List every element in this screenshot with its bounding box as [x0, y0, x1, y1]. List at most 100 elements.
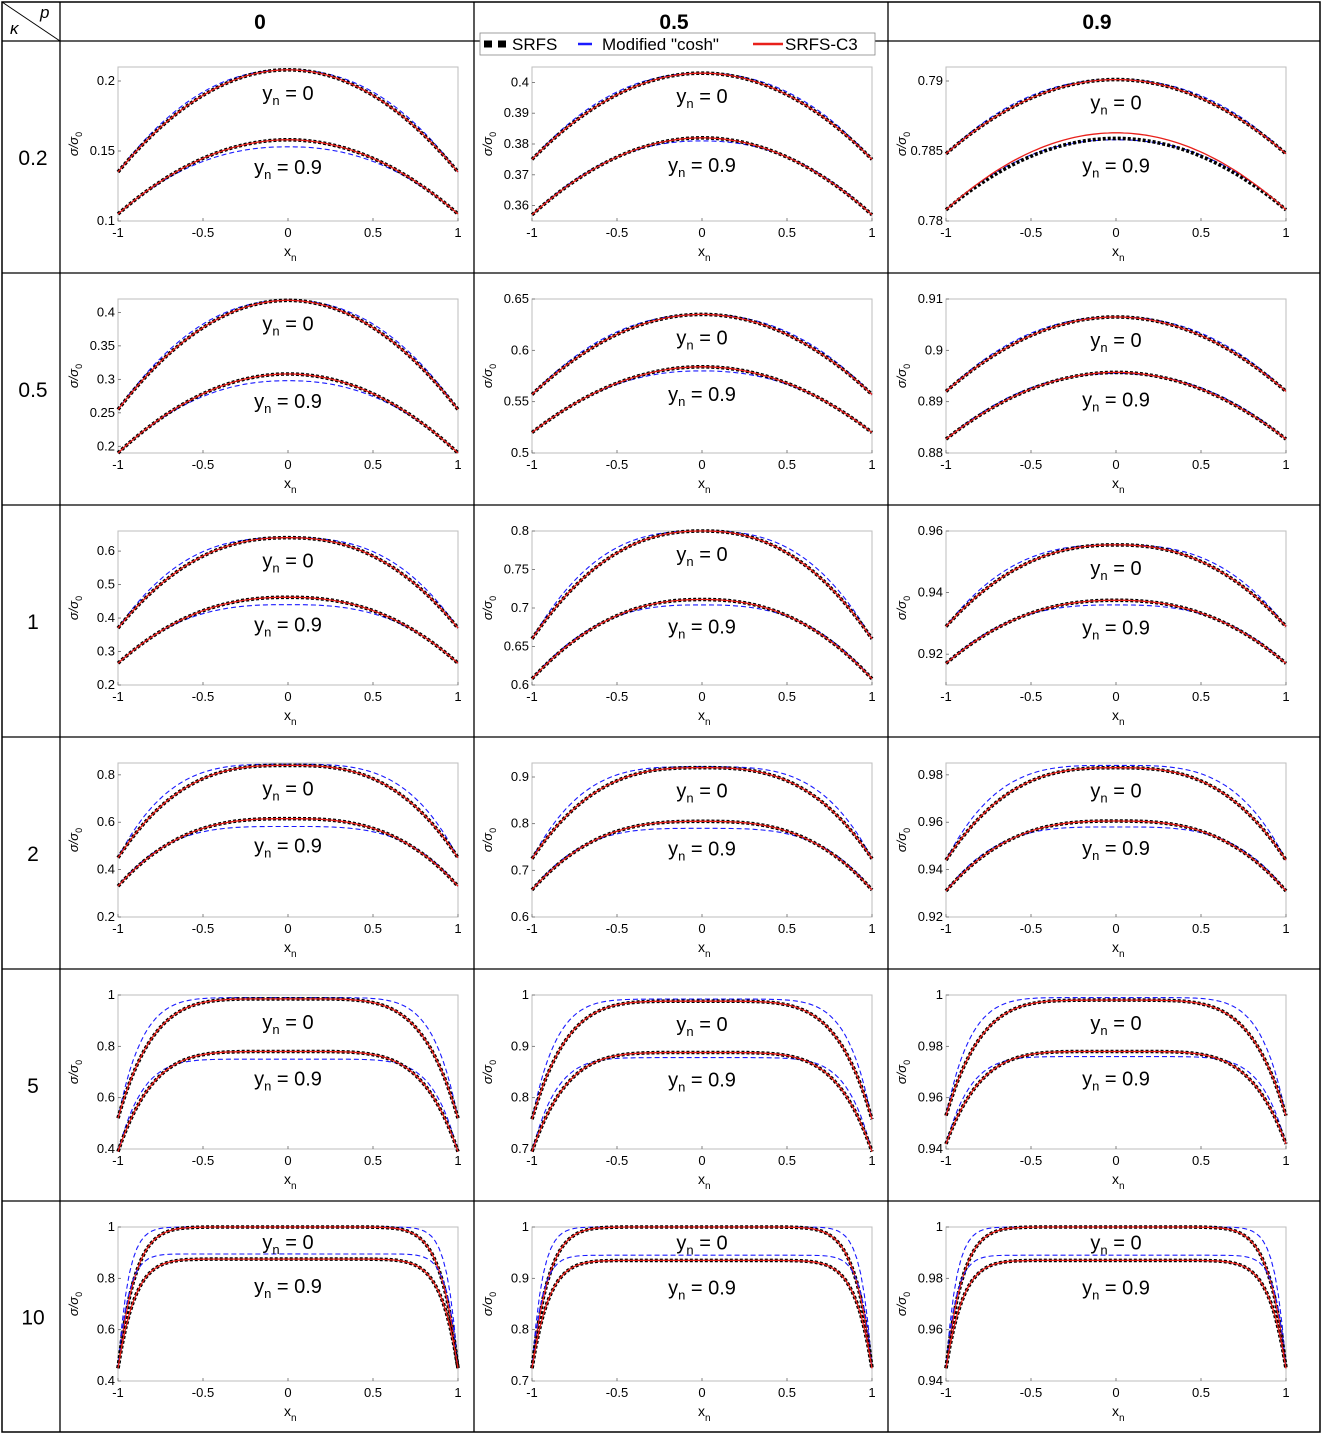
x-tick-label: 1: [1282, 225, 1289, 240]
x-tick-label: -0.5: [192, 689, 214, 704]
curve-label-yn0: yn = 0: [262, 1012, 313, 1037]
curve-label-y: y: [668, 155, 678, 177]
x-tick-label: 0.5: [778, 1153, 796, 1168]
curve-label-y: y: [668, 617, 678, 639]
series-line-srfs-c3: [945, 78, 1287, 155]
series-line-srfs-c3: [945, 820, 1287, 892]
y-axis-label-main: σ/σ: [894, 832, 909, 852]
curve-label-value: = 0: [280, 778, 314, 800]
curve-label-yn0: yn = 0: [676, 1233, 727, 1258]
y-tick-label: 0.5: [511, 445, 529, 460]
curve-label-yn0: yn = 0: [262, 1232, 313, 1257]
y-tick-label: 0.8: [97, 1270, 115, 1285]
x-tick-label: -0.5: [606, 225, 628, 240]
series-line-srfs-c3: [531, 1000, 873, 1120]
curve-label-yn09: yn = 0.9: [668, 617, 736, 642]
y-tick-label: 0.37: [504, 167, 529, 182]
curve-label-value: = 0: [1108, 330, 1142, 352]
y-axis-label-main: σ/σ: [66, 368, 81, 388]
curve-label-value: = 0.9: [271, 157, 322, 179]
x-axis-label-sub: n: [705, 1181, 711, 1192]
curve-label-yn09: yn = 0.9: [1082, 1277, 1150, 1302]
x-tick-label: 0: [284, 689, 291, 704]
y-tick-label: 0.55: [504, 394, 529, 409]
curve-label-y: y: [1082, 155, 1092, 177]
series-line-srfs-c3: [117, 1226, 459, 1369]
p-header-1: 0.5: [659, 11, 689, 34]
curve-label-y: y: [676, 327, 686, 349]
y-tick-label: 0.96: [918, 1090, 943, 1105]
series-line-cosh: [117, 997, 459, 1119]
curve-label-yn0: yn = 0: [262, 778, 313, 803]
legend: SRFS Modified "cosh" SRFS-C3: [479, 32, 876, 56]
curve-label-y: y: [668, 1277, 678, 1299]
curve-label-sub: n: [678, 165, 685, 180]
x-tick-label: -0.5: [606, 1153, 628, 1168]
y-tick-label: 0.9: [925, 342, 943, 357]
y-tick-label: 0.6: [511, 677, 529, 692]
x-tick-label: -1: [526, 921, 538, 936]
series-line-srfs-c3: [945, 316, 1287, 392]
y-tick-label: 0.4: [511, 74, 529, 89]
x-axis-label: xn: [284, 1171, 297, 1192]
curve-label-value: = 0: [1108, 93, 1142, 115]
curve-label-value: = 0: [694, 86, 728, 108]
y-axis-label: σ/σ0: [66, 132, 84, 156]
curve-label-sub: n: [264, 1078, 271, 1093]
series-line-srfs-c3: [117, 69, 459, 173]
curve-label-sub: n: [686, 791, 693, 806]
curve-label-sub: n: [1100, 340, 1107, 355]
curve-label-value: = 0.9: [271, 391, 322, 413]
y-tick-label: 0.4: [97, 1373, 115, 1388]
x-tick-label: -1: [112, 689, 124, 704]
x-tick-label: -0.5: [192, 1385, 214, 1400]
curve-label-yn0: yn = 0: [1090, 93, 1141, 118]
curve-label-yn09: yn = 0.9: [254, 391, 322, 416]
x-tick-label: -0.5: [1020, 921, 1042, 936]
x-tick-label: 0.5: [1192, 921, 1210, 936]
y-tick-label: 1: [522, 1219, 529, 1234]
curve-label-sub: n: [686, 554, 693, 569]
legend-label-1: Modified "cosh": [602, 35, 719, 54]
series-line-srfs-c3: [117, 299, 459, 410]
series-line-srfs-c3: [117, 818, 459, 887]
curve-label-sub: n: [1092, 848, 1099, 863]
y-tick-label: 0.7: [511, 600, 529, 615]
x-tick-label: 0.5: [364, 1153, 382, 1168]
curve-label-value: = 0: [694, 544, 728, 566]
curve-label-yn09: yn = 0.9: [1082, 1068, 1150, 1093]
curve-label-y: y: [1082, 389, 1092, 411]
x-axis-label-main: x: [698, 1171, 705, 1187]
x-axis-label: xn: [1112, 939, 1125, 960]
series-line-cosh: [945, 1254, 1287, 1369]
x-tick-label: 0: [284, 1153, 291, 1168]
curve-label-sub: n: [1092, 399, 1099, 414]
y-tick-label: 0.65: [504, 639, 529, 654]
x-tick-label: -1: [940, 1153, 952, 1168]
kappa-label-2: 1: [27, 611, 39, 634]
x-tick-label: 1: [868, 225, 875, 240]
legend-label-0: SRFS: [512, 35, 557, 54]
y-tick-label: 0.6: [97, 1322, 115, 1337]
x-axis-label-main: x: [1112, 475, 1119, 491]
series-line-srfs-c3: [117, 373, 459, 454]
curve-label-y: y: [668, 384, 678, 406]
curve-label-yn0: yn = 0: [262, 83, 313, 108]
series-line-srfs-c3: [945, 599, 1287, 664]
series-line-srfs-c3: [531, 820, 873, 891]
y-tick-label: 0.8: [511, 1090, 529, 1105]
x-tick-label: -0.5: [1020, 689, 1042, 704]
curve-label-yn09: yn = 0.9: [668, 838, 736, 863]
curve-label-value: = 0.9: [1099, 838, 1150, 860]
x-tick-label: 1: [868, 1385, 875, 1400]
y-axis-label: σ/σ0: [66, 364, 84, 388]
x-axis-label-sub: n: [291, 253, 297, 264]
y-tick-label: 0.35: [90, 338, 115, 353]
x-tick-label: 1: [1282, 1385, 1289, 1400]
